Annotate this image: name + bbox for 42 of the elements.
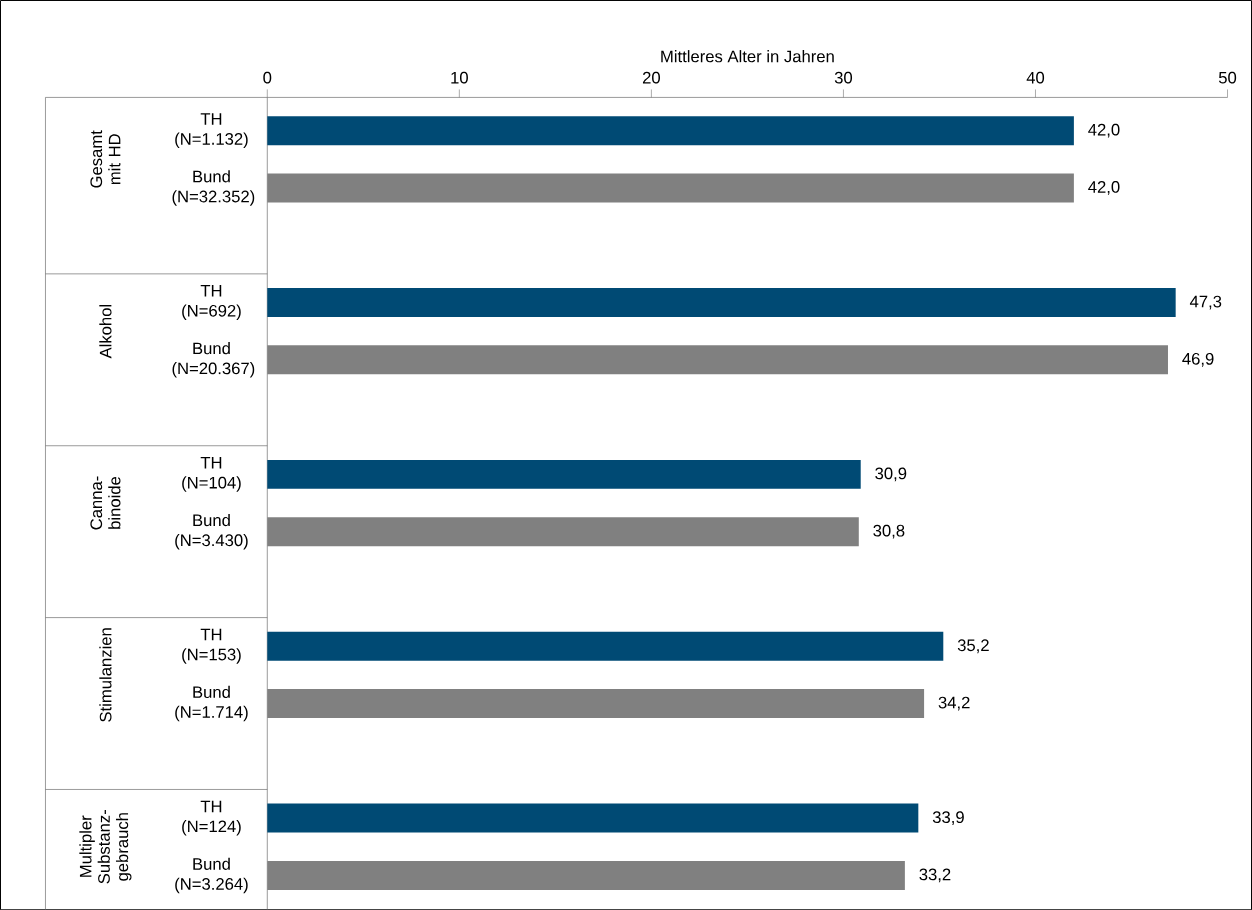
data-label: 35,2	[957, 639, 989, 654]
y-tick-label: Bund (N=32.352)	[172, 170, 255, 206]
text: Canna-binoide	[90, 476, 121, 530]
y-tick-label: TH (N=1.132)	[175, 113, 248, 148]
data-label: 42,0	[1088, 123, 1120, 138]
bar	[267, 459, 861, 489]
x-axis-title: Mittleres Alter in Jahren	[661, 49, 834, 63]
text: Multipler Substanz-gebrauch	[79, 809, 132, 884]
x-tick-label: 10	[451, 71, 468, 84]
y-tick-label: TH (N=104)	[182, 456, 241, 492]
bar	[267, 517, 859, 547]
data-label: 42,0	[1088, 180, 1120, 195]
data-label: 46,9	[1182, 352, 1214, 367]
y-tick-label: Bund (N=3.430)	[175, 513, 248, 550]
x-tick-label: 40	[1026, 71, 1045, 84]
x-tick-label: 0	[263, 71, 272, 84]
bar	[267, 803, 919, 833]
data-label: 47,3	[1189, 295, 1222, 310]
bar	[267, 173, 1074, 203]
text: Gesamt mit HD	[90, 130, 121, 188]
bar	[267, 631, 944, 661]
y-tick-label: Bund (N=3.264)	[175, 857, 248, 894]
x-tick-label: 50	[1218, 71, 1237, 84]
bar	[267, 345, 1168, 375]
y-tick-label: TH (N=124)	[182, 800, 241, 836]
data-label: 30,9	[875, 467, 907, 482]
data-label: 30,8	[873, 524, 905, 539]
bar	[267, 860, 905, 890]
bar	[267, 287, 1176, 317]
x-tick-label: 20	[642, 71, 660, 84]
y-tick-label: TH (N=153)	[182, 628, 241, 664]
y-tick-label: Bund (N=20.367)	[172, 341, 255, 378]
bar	[267, 116, 1074, 146]
data-label: 34,2	[938, 696, 970, 711]
y-tick-label: TH (N=692)	[182, 284, 241, 320]
data-label: 33,2	[919, 868, 951, 883]
bar	[267, 688, 925, 718]
data-label: 33,9	[932, 811, 964, 825]
y-tick-label: Bund (N=1.714)	[175, 685, 248, 722]
x-tick-label: 30	[834, 71, 853, 84]
text: Stimulanzien	[99, 628, 112, 722]
text: Alkohol	[99, 304, 112, 359]
